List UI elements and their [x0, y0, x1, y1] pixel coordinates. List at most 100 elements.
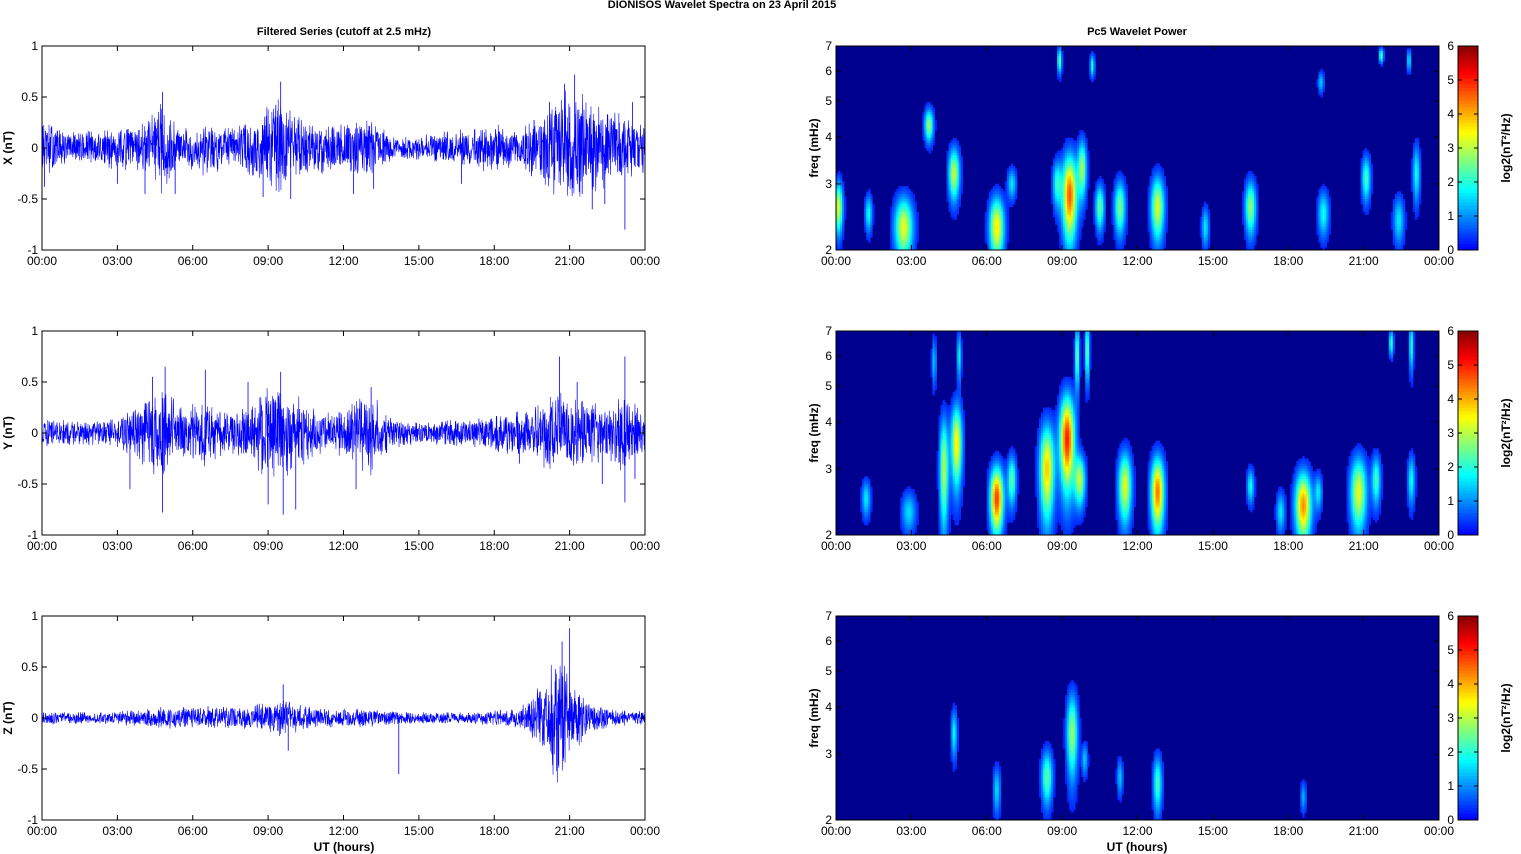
x-wavelet-colorbar-label: log2(nT²/Hz) [1499, 113, 1513, 182]
x-wavelet-xtick-label: 21:00 [1349, 254, 1379, 268]
z-wavelet-ctick-label: 2 [1447, 745, 1454, 759]
y-wavelet-xtick-label: 18:00 [1273, 539, 1303, 553]
z-wavelet-cells [950, 679, 1307, 820]
z-wavelet-ytick-label: 4 [825, 700, 832, 714]
y-wavelet-image [836, 331, 1439, 535]
x-wavelet-ctick-label: 2 [1447, 175, 1454, 189]
z-wavelet-ctick-label: 0 [1447, 813, 1454, 827]
x-series-ytick-label: 0 [31, 141, 38, 155]
y-series-ytick-label: -0.5 [17, 477, 38, 491]
y-wavelet-ytick-label: 6 [825, 349, 832, 363]
z-series-xtick-label: 03:00 [102, 824, 132, 838]
y-wavelet-xtick-label: 00:00 [821, 539, 851, 553]
y-series-xtick-label: 09:00 [253, 539, 283, 553]
y-wavelet-colorbar-label: log2(nT²/Hz) [1499, 398, 1513, 467]
x-wavelet-ytick-label: 5 [825, 94, 832, 108]
x-series-xtick-label: 09:00 [253, 254, 283, 268]
z-wavelet-xtick-label: 12:00 [1122, 824, 1152, 838]
z-wavelet-colorbar: 0 1 2 3 4 5 6 log2(nT²/Hz) [1447, 609, 1513, 827]
y-wavelet-ctick-label: 1 [1447, 494, 1454, 508]
z-wavelet-colorbar-label: log2(nT²/Hz) [1499, 683, 1513, 752]
x-series-xtick-label: 18:00 [479, 254, 509, 268]
z-wavelet-plot: 2 3 4 5 6 7 00:00 03:00 06:00 09:00 12:00 15:00 18:0… [807, 609, 1513, 838]
x-series-ytick-label: 1 [31, 39, 38, 53]
x-series-xtick-label: 21:00 [555, 254, 585, 268]
x-series-xtick-label: 00:00 [27, 254, 57, 268]
x-wavelet-ytick-label: 7 [825, 39, 832, 53]
y-series-xtick-label: 03:00 [102, 539, 132, 553]
z-series-ytick-label: 1 [31, 609, 38, 623]
x-wavelet-xtick-label: 00:00 [821, 254, 851, 268]
x-wavelet-ylabel: freq (mHz) [807, 118, 821, 177]
y-wavelet-colorbar: 0 1 2 3 4 5 6 log2(nT²/Hz) [1447, 324, 1513, 542]
y-series-ytick-label: 0 [31, 426, 38, 440]
z-wavelet-xtick-label: 00:00 [1424, 824, 1454, 838]
z-series-plot: -1 -0.5 0 0.5 1 00:00 03:00 06:00 09:00 12:00 15:0… [1, 609, 660, 838]
y-wavelet-ctick-label: 5 [1447, 358, 1454, 372]
y-series-ytick-label: 1 [31, 324, 38, 338]
x-series-plot: -1 -0.5 0 0.5 1 00:00 03:00 06:00 09:00 12:00 15:0… [1, 39, 660, 268]
x-series-xtick-label: 15:00 [404, 254, 434, 268]
y-wavelet-ctick-label: 2 [1447, 460, 1454, 474]
z-series-xtick-label: 21:00 [555, 824, 585, 838]
x-wavelet-xtick-label: 06:00 [972, 254, 1002, 268]
y-wavelet-xtick-label: 00:00 [1424, 539, 1454, 553]
z-wavelet-ytick-label: 5 [825, 664, 832, 678]
x-wavelet-image [836, 46, 1439, 250]
z-wavelet-xtick-label: 00:00 [821, 824, 851, 838]
x-series-ytick-label: 0.5 [21, 90, 38, 104]
z-series-ytick-label: 0 [31, 711, 38, 725]
z-series-xtick-label: 00:00 [630, 824, 660, 838]
z-series-xtick-label: 15:00 [404, 824, 434, 838]
y-wavelet-xtick-label: 21:00 [1349, 539, 1379, 553]
z-wavelet-xtick-label: 18:00 [1273, 824, 1303, 838]
x-wavelet-background [836, 46, 1439, 250]
y-wavelet-ytick-label: 7 [825, 324, 832, 338]
y-wavelet-ctick-label: 3 [1447, 426, 1454, 440]
x-series-ytick-label: -1 [27, 243, 38, 257]
y-wavelet-xtick-label: 15:00 [1198, 539, 1228, 553]
x-wavelet-ctick-label: 4 [1447, 107, 1454, 121]
x-wavelet-xtick-label: 00:00 [1424, 254, 1454, 268]
y-series-ylabel: Y (nT) [1, 416, 15, 450]
x-wavelet-ytick-label: 2 [825, 243, 832, 257]
z-wavelet-xtick-label: 09:00 [1047, 824, 1077, 838]
z-series-trace [41, 665, 646, 783]
y-wavelet-ytick-label: 5 [825, 379, 832, 393]
y-wavelet-ytick-label: 3 [825, 462, 832, 476]
x-series-xtick-label: 06:00 [178, 254, 208, 268]
x-series-xtick-label: 12:00 [328, 254, 358, 268]
z-series-xtick-label: 00:00 [27, 824, 57, 838]
y-wavelet-plot: 2 3 4 5 6 7 00:00 03:00 06:00 09:00 12:00 15:00 18:0… [807, 324, 1513, 553]
y-wavelet-ctick-label: 0 [1447, 528, 1454, 542]
z-wavelet-ytick-label: 2 [825, 813, 832, 827]
z-wavelet-background [836, 616, 1439, 820]
y-wavelet-xtick-label: 09:00 [1047, 539, 1077, 553]
z-wavelet-ytick-label: 6 [825, 634, 832, 648]
z-wavelet-xtick-label: 06:00 [972, 824, 1002, 838]
x-series-trace [41, 90, 646, 197]
x-wavelet-ytick-label: 3 [825, 177, 832, 191]
z-wavelet-ylabel: freq (mHz) [807, 688, 821, 747]
z-series-xtick-label: 12:00 [328, 824, 358, 838]
x-wavelet-xtick-label: 03:00 [896, 254, 926, 268]
x-series-xtick-label: 03:00 [102, 254, 132, 268]
y-series-trace [41, 388, 646, 477]
y-series-plot: -1 -0.5 0 0.5 1 00:00 03:00 06:00 09:00 12:00 15:0… [1, 324, 660, 553]
z-wavelet-ctick-label: 6 [1447, 609, 1454, 623]
x-series-ytick-label: -0.5 [17, 192, 38, 206]
x-wavelet-cells [836, 46, 1422, 250]
x-series-ylabel: X (nT) [1, 131, 15, 165]
left-column-title: Filtered Series (cutoff at 2.5 mHz) [257, 26, 432, 38]
z-series-ytick-label: 0.5 [21, 660, 38, 674]
x-wavelet-xtick-label: 09:00 [1047, 254, 1077, 268]
z-wavelet-ctick-label: 3 [1447, 711, 1454, 725]
x-wavelet-xtick-label: 15:00 [1198, 254, 1228, 268]
x-wavelet-ytick-label: 6 [825, 64, 832, 78]
z-series-xtick-label: 06:00 [178, 824, 208, 838]
y-series-xtick-label: 21:00 [555, 539, 585, 553]
z-series-ytick-label: -0.5 [17, 762, 38, 776]
x-wavelet-ctick-label: 0 [1447, 243, 1454, 257]
z-wavelet-ytick-label: 7 [825, 609, 832, 623]
y-wavelet-ylabel: freq (mHz) [807, 403, 821, 462]
